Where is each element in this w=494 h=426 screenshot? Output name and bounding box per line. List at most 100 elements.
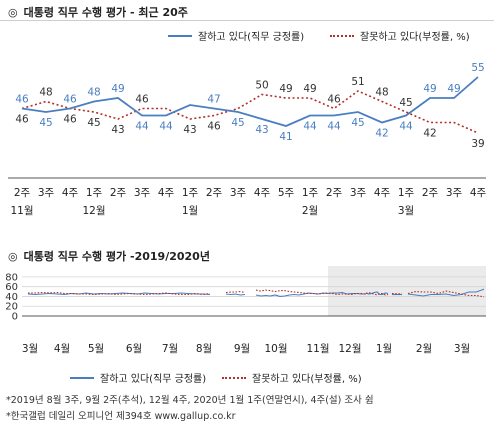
week-tick-label: 2주 [422,187,439,199]
disapprove-data-label: 46 [207,121,221,133]
disapprove-history-segment [255,289,367,296]
month-tick-label: 6월 [126,343,142,355]
disapprove-data-label: 48 [375,87,388,99]
week-tick-label: 2주 [206,187,223,199]
month-tick-label: 11월 [10,205,33,217]
bottom-chart-title-text: 대통령 직무 수행 평가 -2019/2020년 [23,250,210,263]
disapprove-data-label: 46 [15,114,29,126]
month-tick-label: 2월 [416,343,432,355]
disapprove-data-label: 39 [471,138,484,150]
disapprove-history-segment [365,291,389,296]
top-chart-title-text: 대통령 직무 수행 평가 - 최근 20주 [23,6,188,19]
approve-data-label: 45 [231,117,244,129]
month-tick-label: 8월 [196,343,212,355]
approve-data-label: 41 [279,131,292,143]
disapprove-series-line [21,90,479,134]
month-tick-label: 4월 [54,343,70,355]
month-tick-label: 12월 [82,205,105,217]
bottom-legend-disapprove-label: 잘못하고 있다(부정률, %) [252,374,362,385]
disapprove-line-swatch-icon-2 [222,376,246,379]
disapprove-data-label: 46 [63,114,77,126]
month-tick-label: 2월 [302,205,318,217]
week-tick-label: 4주 [374,187,391,199]
y-tick-label: 60 [5,282,18,293]
week-tick-label: 3주 [38,187,55,199]
bottom-legend-disapprove: 잘못하고 있다(부정률, %) [222,370,362,385]
approve-data-label: 44 [399,121,413,133]
approve-data-label: 44 [159,121,173,133]
disapprove-history-segment [28,291,211,296]
approve-data-label: 49 [111,83,124,95]
disapprove-data-label: 45 [87,117,100,129]
y-tick-label: 0 [12,312,18,323]
disapprove-history-segment [407,290,485,298]
approve-data-label: 43 [255,124,268,136]
approve-data-label: 42 [375,128,388,140]
approve-data-label: 49 [423,83,436,95]
title-bullet-icon: ◎ [8,6,18,19]
month-tick-label: 3월 [22,343,38,355]
approve-data-label: 55 [471,62,484,74]
y-tick-label: 20 [5,302,18,313]
approve-data-label: 44 [135,121,149,133]
top-legend-approve: 잘하고 있다(직무 긍정률) [168,28,304,43]
week-tick-label: 4주 [158,187,175,199]
week-tick-label: 4주 [254,187,271,199]
month-tick-label: 1월 [376,343,392,355]
month-tick-label: 1월 [182,205,198,217]
top-line-chart: 46 45 46 48 49 44 44 47 45 43 41 44 44 45 42 44 49 49 55 46… [8,62,487,217]
approve-data-label: 46 [63,94,77,106]
approve-line-swatch-icon [168,34,192,37]
disapprove-data-label: 43 [183,124,196,136]
disapprove-history-segment [225,291,246,294]
disapprove-data-label: 46 [135,94,149,106]
week-tick-label: 5주 [278,187,295,199]
bottom-legend-approve-label: 잘하고 있다(직무 긍정률) [100,374,207,385]
shaded-recent-20-weeks-region [328,266,486,316]
top-title-divider [0,20,494,21]
disapprove-data-label: 49 [279,83,292,95]
approve-data-label: 46 [15,94,29,106]
week-tick-label: 2주 [14,187,31,199]
disapprove-data-label: 42 [423,128,436,140]
month-tick-label: 3월 [398,205,414,217]
approve-data-label: 47 [207,94,220,106]
week-tick-label: 1주 [398,187,415,199]
approve-history-segment [27,292,211,296]
approve-history-segment [407,288,485,297]
month-tick-label: 5월 [88,343,104,355]
week-tick-label: 1주 [86,187,103,199]
week-tick-label: 3주 [350,187,367,199]
week-tick-label: 4주 [470,187,487,199]
week-tick-label: 4주 [62,187,79,199]
month-tick-label: 9월 [234,343,250,355]
approve-history-segment [365,291,389,296]
footnote-survey-breaks: *2019년 8월 3주, 9월 2주(추석), 12월 4주, 2020년 1… [6,395,374,406]
top-legend-disapprove-label: 잘못하고 있다(부정률, %) [360,32,470,43]
top-legend-disapprove: 잘못하고 있다(부정률, %) [330,28,470,43]
bottom-chart-title: ◎ 대통령 직무 수행 평가 -2019/2020년 [8,248,210,264]
top-legend-approve-label: 잘하고 있다(직무 긍정률) [198,32,305,43]
approve-history-segment [225,293,246,296]
disapprove-data-label: 48 [39,87,52,99]
approve-data-label: 45 [351,117,364,129]
approve-data-label: 48 [87,87,100,99]
week-tick-label: 1주 [302,187,319,199]
y-tick-label: 40 [5,292,18,303]
approve-series-line [21,76,479,127]
disapprove-data-label: 45 [399,97,412,109]
footnote-source: *한국갤럽 데일리 오피니언 제394호 www.gallup.co.kr [6,411,236,422]
approve-line-swatch-icon-2 [70,376,94,379]
disapprove-data-label: 46 [327,94,341,106]
approve-data-label: 44 [303,121,317,133]
month-tick-label: 3월 [454,343,470,355]
top-chart-title: ◎ 대통령 직무 수행 평가 - 최근 20주 [8,4,188,20]
title-bullet-icon-2: ◎ [8,250,18,263]
approve-data-label: 49 [447,83,460,95]
disapprove-data-label: 43 [111,124,124,136]
disapprove-line-swatch-icon [330,34,354,37]
week-tick-label: 3주 [134,187,151,199]
week-tick-label: 1주 [182,187,199,199]
